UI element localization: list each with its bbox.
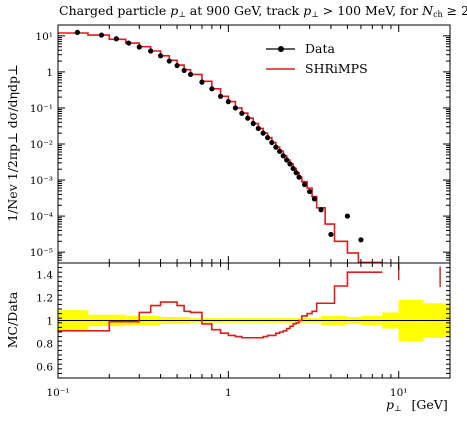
data-point	[290, 165, 296, 172]
ratio-axis-label: MC/Data	[5, 291, 20, 348]
legend: Data SHRiMPS	[266, 41, 368, 76]
data-point	[358, 237, 364, 243]
data-point	[307, 188, 313, 195]
data-point	[148, 48, 154, 54]
data-point	[126, 40, 132, 46]
data-point	[136, 44, 142, 50]
ratio-tick-label: 1.4	[36, 270, 53, 282]
ratio-tick-label: 1	[46, 316, 53, 328]
ratio-plot-frame	[57, 262, 451, 379]
y-axis-label: 1/Nev 1/2πp⊥ dσ/dηdp⊥	[5, 64, 20, 222]
legend-shrimps-label: SHRiMPS	[305, 61, 368, 76]
y-tick-label: 10¹	[35, 31, 53, 43]
x-tick-label: 1	[225, 387, 232, 399]
y-tick-label: 10⁻⁵	[30, 247, 53, 259]
data-point	[273, 144, 279, 150]
data-point	[245, 115, 251, 121]
data-point	[174, 62, 180, 69]
y-tick-label: 10⁻³	[30, 175, 53, 187]
data-point	[217, 93, 224, 99]
data-point	[157, 53, 164, 59]
ratio-tick-label: 0.6	[36, 362, 53, 374]
legend-data-label: Data	[305, 41, 335, 56]
main-series	[58, 29, 383, 264]
data-point	[301, 181, 308, 188]
x-tick-labels: 10⁻¹ 1 10¹	[46, 387, 407, 399]
data-point	[318, 207, 324, 213]
y-tick-label: 10⁻⁴	[30, 211, 53, 223]
x-tick-label: 10¹	[390, 387, 408, 399]
main-plot-frame	[57, 24, 451, 264]
data-point	[255, 125, 261, 132]
data-point	[98, 32, 105, 38]
data-point	[166, 58, 172, 64]
data-point	[199, 79, 205, 85]
data-point	[287, 161, 293, 167]
data-point	[344, 213, 351, 219]
data-point	[181, 67, 187, 74]
data-point	[328, 231, 334, 238]
data-point	[265, 135, 271, 141]
data-point	[225, 99, 231, 105]
data-point	[284, 157, 290, 163]
data-point	[277, 148, 283, 154]
axis-ticks	[57, 24, 451, 379]
data-point	[311, 196, 318, 202]
y-tick-labels: 10¹ 1 10⁻¹ 10⁻² 10⁻³ 10⁻⁴ 10⁻⁵	[30, 31, 53, 259]
data-point	[74, 29, 81, 35]
x-tick-label: 10⁻¹	[46, 387, 69, 399]
ratio-tick-label: 1.2	[36, 293, 53, 305]
data-point	[296, 174, 302, 180]
y-tick-label: 10⁻¹	[30, 103, 53, 115]
data-point	[293, 170, 299, 176]
data-point	[187, 71, 194, 78]
ratio-tick-label: 0.8	[36, 339, 53, 351]
legend-data-marker	[278, 46, 284, 52]
data-point	[232, 105, 239, 111]
chart-title: Charged particle p⊥ at 900 GeV, track p⊥…	[59, 3, 467, 19]
shrimps-ratio-histogram	[58, 271, 383, 339]
data-point	[260, 130, 266, 136]
x-axis-label: p⊥ [GeV]	[386, 397, 448, 413]
ratio-tick-labels: 0.6 0.8 1 1.2 1.4	[36, 270, 53, 374]
data-point	[280, 153, 286, 159]
data-point	[113, 36, 119, 42]
shrimps-histogram	[58, 32, 383, 264]
data-point	[209, 86, 215, 92]
data-point	[250, 120, 256, 127]
y-tick-label: 10⁻²	[30, 139, 53, 151]
y-tick-label: 1	[46, 67, 53, 79]
data-point	[239, 110, 245, 116]
data-point	[269, 139, 275, 146]
